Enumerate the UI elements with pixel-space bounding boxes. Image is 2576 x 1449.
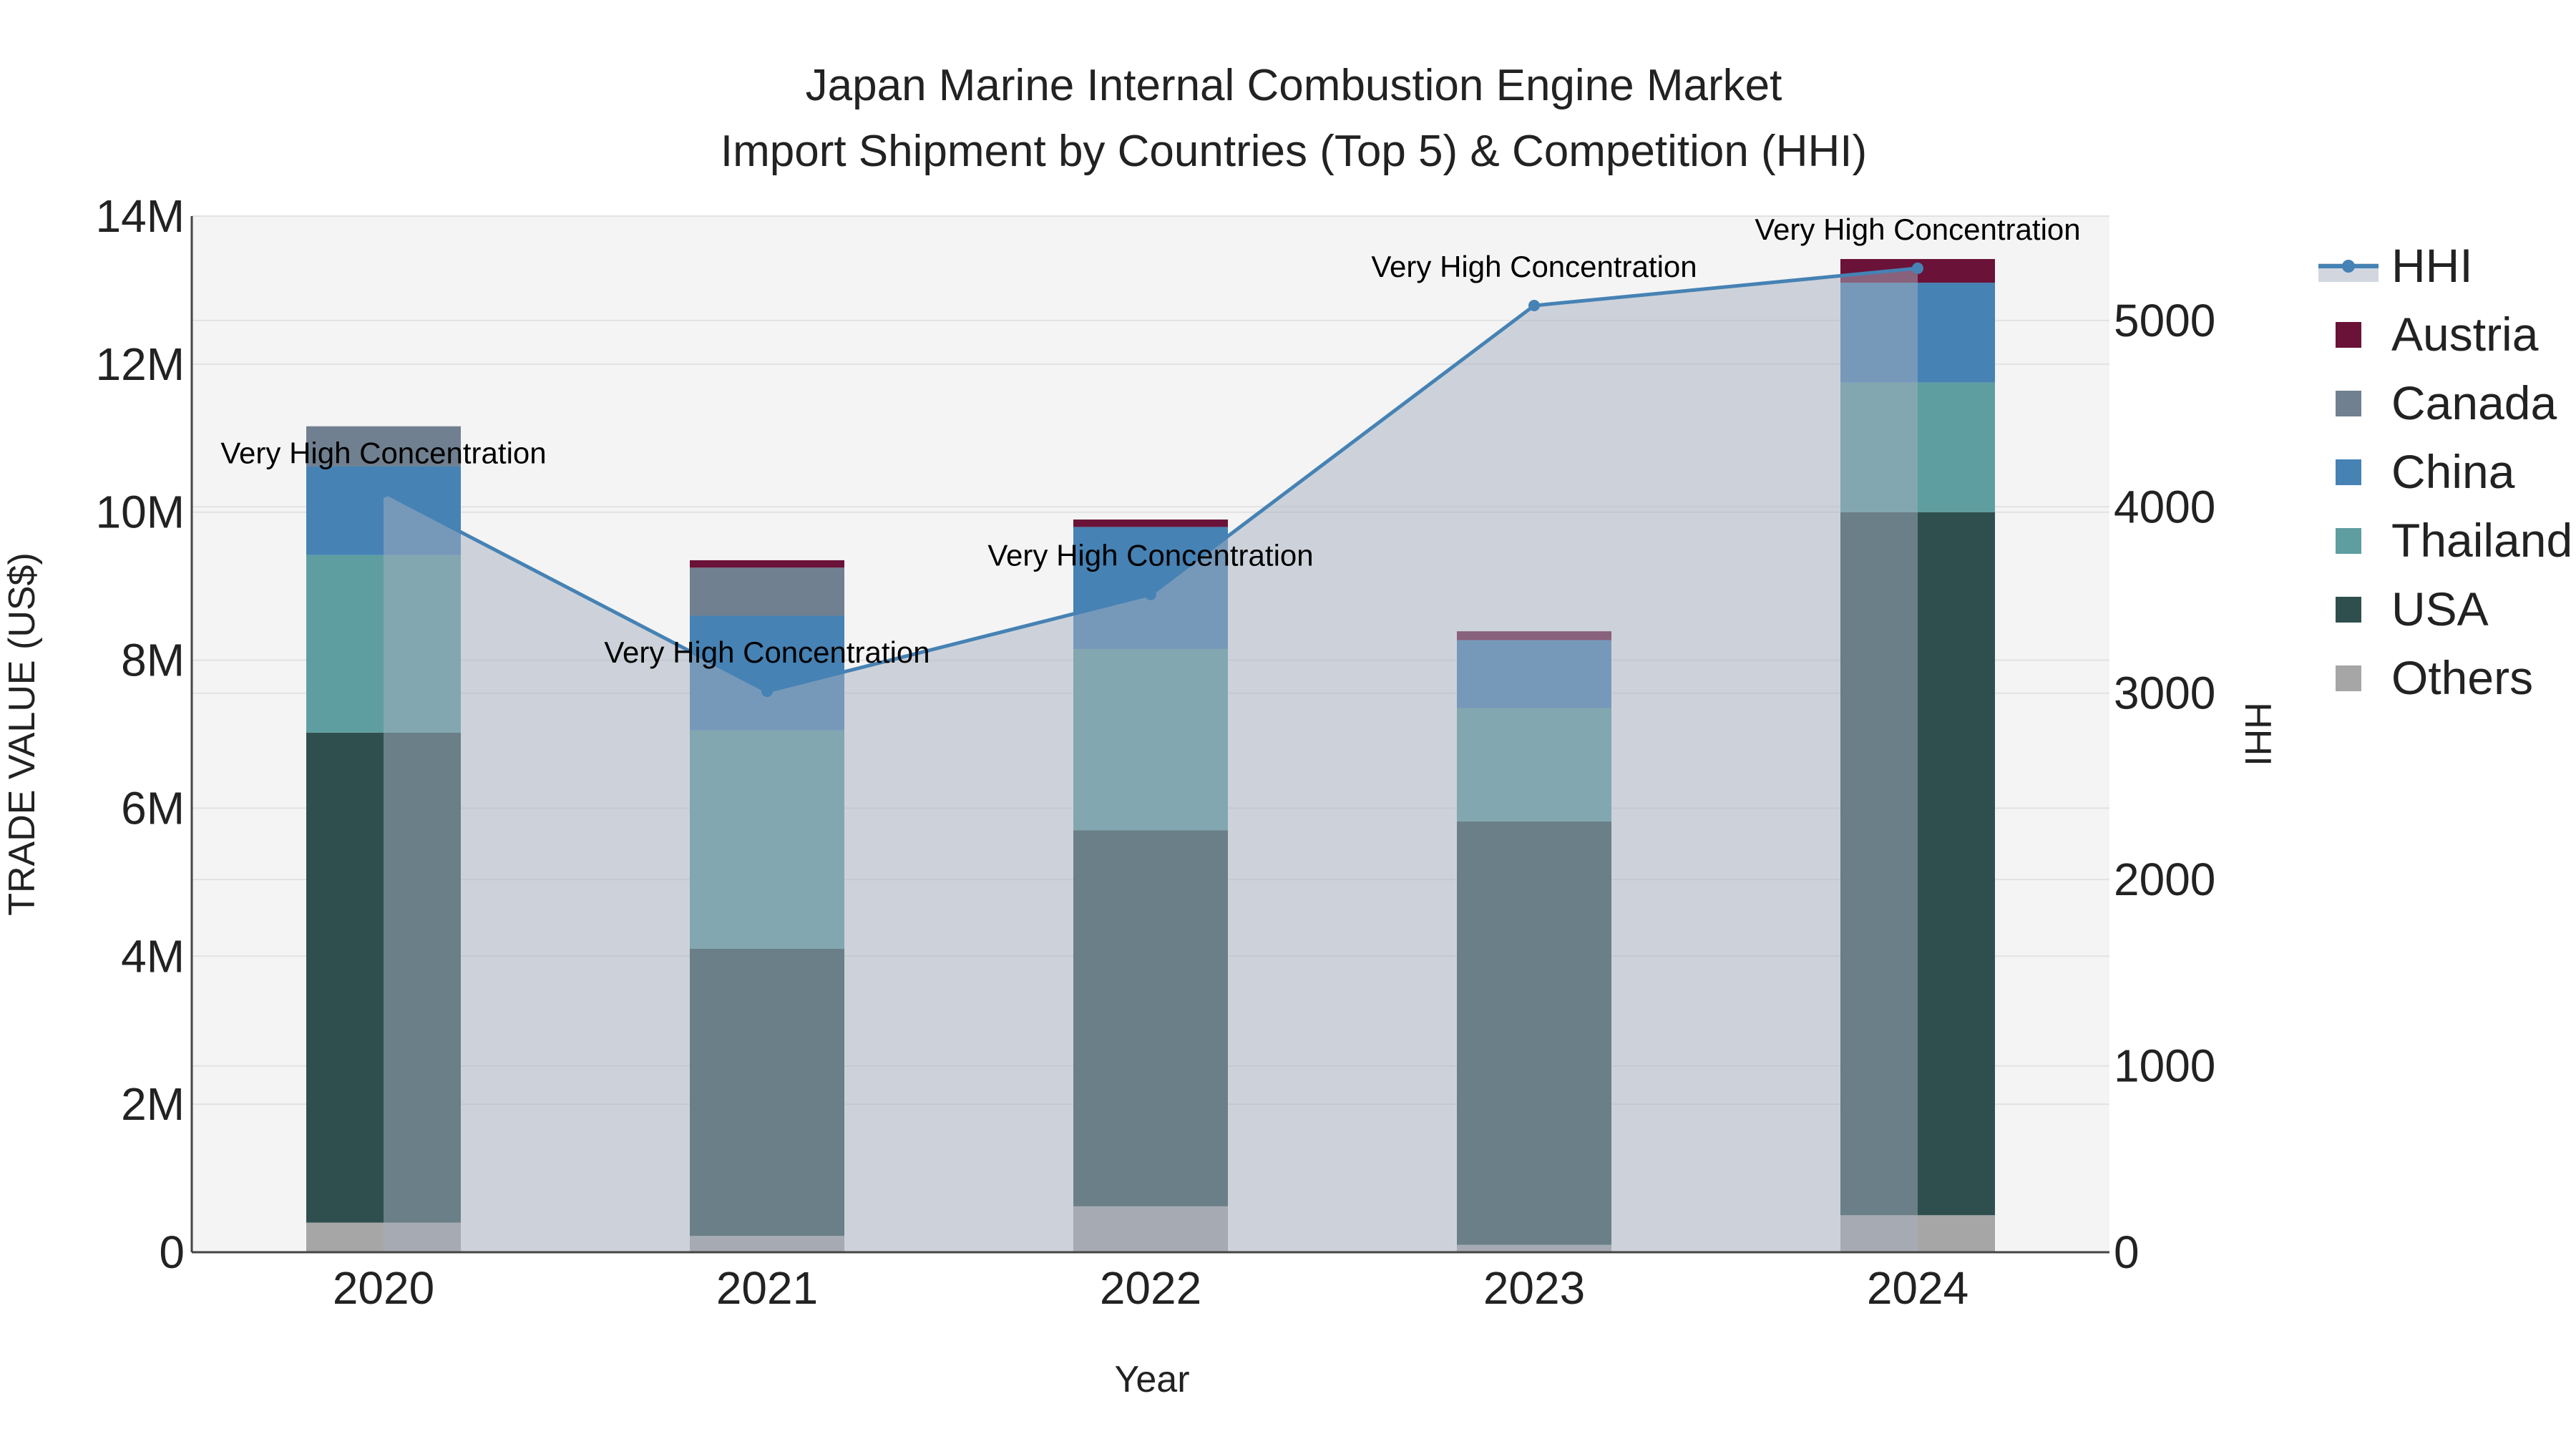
legend-item-thailand[interactable]: Thailand bbox=[2336, 514, 2572, 567]
legend-swatch-thailand bbox=[2336, 528, 2361, 554]
hhi-point-2021 bbox=[761, 686, 773, 698]
legend-swatch-usa bbox=[2336, 597, 2361, 623]
y-tick-label: 4M bbox=[121, 930, 185, 982]
y2-tick-label: 1000 bbox=[2114, 1040, 2215, 1092]
x-tick-label-2024: 2024 bbox=[1867, 1262, 1968, 1314]
hhi-point-2024 bbox=[1912, 262, 1923, 274]
legend-label-canada: Canada bbox=[2391, 376, 2557, 429]
y-tick-label: 8M bbox=[121, 635, 185, 686]
legend-label-others: Others bbox=[2391, 651, 2533, 704]
hhi-annotations: Very High Concentration Very High Concent… bbox=[220, 213, 2080, 669]
x-tick-label-2023: 2023 bbox=[1483, 1262, 1585, 1314]
y-tick-label: 0 bbox=[159, 1226, 185, 1278]
legend-item-hhi[interactable]: HHI bbox=[2318, 239, 2473, 292]
legend-swatch-canada bbox=[2336, 391, 2361, 416]
legend-label-austria: Austria bbox=[2391, 308, 2539, 361]
hhi-annotation-2020: Very High Concentration bbox=[220, 436, 546, 469]
hhi-annotation-2024: Very High Concentration bbox=[1755, 213, 2080, 246]
y2-tick-label: 3000 bbox=[2114, 668, 2215, 719]
bar-austria-2021 bbox=[690, 560, 844, 568]
legend-label-china: China bbox=[2391, 445, 2515, 498]
legend-item-austria[interactable]: Austria bbox=[2336, 308, 2539, 361]
y2-tick-label: 4000 bbox=[2114, 481, 2215, 532]
chart-title-line-2: Import Shipment by Countries (Top 5) & C… bbox=[721, 127, 1867, 176]
y2-tick-label: 2000 bbox=[2114, 854, 2215, 905]
y2-tick-label: 5000 bbox=[2114, 295, 2215, 346]
y2-axis-title: HHI bbox=[2237, 702, 2278, 766]
y-tick-label: 2M bbox=[121, 1078, 185, 1130]
legend-item-usa[interactable]: USA bbox=[2336, 582, 2489, 635]
hhi-point-2023 bbox=[1528, 300, 1540, 312]
bar-austria-2022 bbox=[1073, 519, 1228, 527]
y-tick-label: 12M bbox=[96, 338, 185, 390]
hhi-point-2022 bbox=[1145, 588, 1156, 600]
y-tick-label: 6M bbox=[121, 782, 185, 834]
legend-label-hhi: HHI bbox=[2391, 239, 2473, 292]
x-tick-label-2022: 2022 bbox=[1100, 1262, 1201, 1314]
legend-label-thailand: Thailand bbox=[2391, 514, 2572, 567]
hhi-annotation-2022: Very High Concentration bbox=[987, 539, 1313, 572]
legend-swatch-china bbox=[2336, 459, 2361, 485]
x-tick-label-2020: 2020 bbox=[333, 1262, 434, 1314]
chart-title-line-1: Japan Marine Internal Combustion Engine … bbox=[806, 61, 1782, 110]
legend-item-canada[interactable]: Canada bbox=[2336, 376, 2557, 429]
legend-label-usa: USA bbox=[2391, 582, 2489, 635]
bar-canada-2021 bbox=[690, 567, 844, 616]
hhi-annotation-2021: Very High Concentration bbox=[604, 635, 930, 669]
y-axis-title: TRADE VALUE (US$) bbox=[1, 552, 43, 916]
legend-swatch-others bbox=[2336, 665, 2361, 691]
legend-item-china[interactable]: China bbox=[2336, 445, 2515, 498]
legend-item-others[interactable]: Others bbox=[2336, 651, 2533, 704]
hhi-annotation-2023: Very High Concentration bbox=[1371, 250, 1697, 283]
y-tick-label: 14M bbox=[96, 190, 185, 242]
x-tick-label-2021: 2021 bbox=[716, 1262, 818, 1314]
x-axis-title: Year bbox=[1114, 1359, 1189, 1400]
y-tick-label: 10M bbox=[96, 487, 185, 538]
hhi-area bbox=[384, 268, 1918, 1252]
legend: HHI Austria Canada China Thailand USA Others bbox=[2318, 239, 2572, 704]
bar-canada-2020 bbox=[306, 426, 461, 467]
legend-swatch-austria bbox=[2336, 322, 2361, 348]
axes: 0 2M 4M 6M 8M 10M 12M 14M 0 1000 2000 3000 4000 5000 2… bbox=[96, 190, 2216, 1314]
legend-swatch-hhi-marker bbox=[2342, 260, 2355, 273]
hhi-series bbox=[378, 262, 1923, 1252]
y2-tick-label: 0 bbox=[2114, 1226, 2140, 1278]
hhi-point-2020 bbox=[378, 486, 389, 498]
